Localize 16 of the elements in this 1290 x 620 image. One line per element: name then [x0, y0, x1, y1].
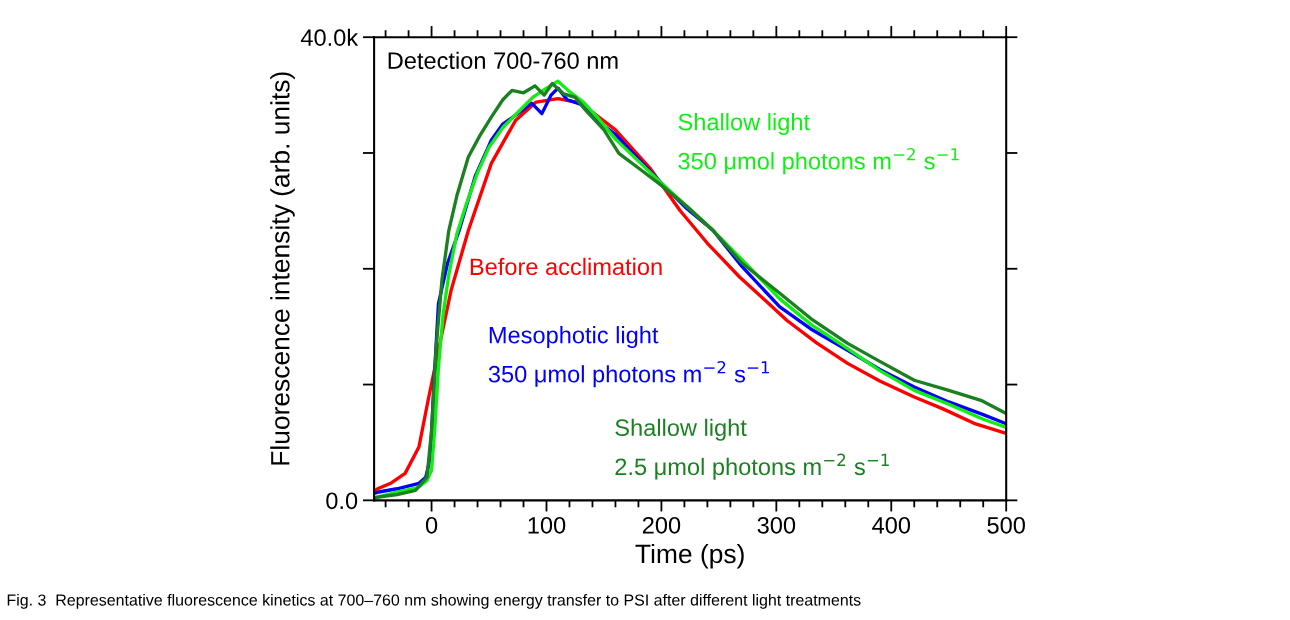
series-label: Shallow light 350 μmol photons m$^{−2}$ s$^{−1}$: [678, 113, 959, 175]
x-tick-label: 500: [987, 516, 1025, 534]
x-tick-label: 200: [642, 516, 681, 534]
caption: Fig. 3 Representative fluorescence kinetics at 700–760 nm showing energy transfer to PSI after different light treatments: [7, 593, 861, 609]
x-axis-title: Time (ps): [635, 543, 744, 569]
y-tick-label: 0.0: [326, 492, 358, 510]
x-tick-label: 0: [425, 516, 438, 534]
x-tick-label: 100: [528, 516, 566, 534]
series-label: Mesophotic light 350 μmol photons m$^{−2}$ s$^{−1}$: [488, 326, 769, 388]
y-tick-label: 40.0k: [300, 28, 359, 46]
x-tick-label: 300: [757, 516, 796, 534]
series-label: Before acclimation: [470, 257, 662, 276]
annotation: Detection 700-760 nm: [388, 51, 618, 70]
y-axis-title: Fluorescence intensity (arb. units): [270, 72, 295, 465]
x-tick-label: 400: [872, 516, 911, 534]
series-label: Shallow light 2.5 μmol photons m$^{−2}$ s$^{−1}$: [615, 418, 889, 480]
